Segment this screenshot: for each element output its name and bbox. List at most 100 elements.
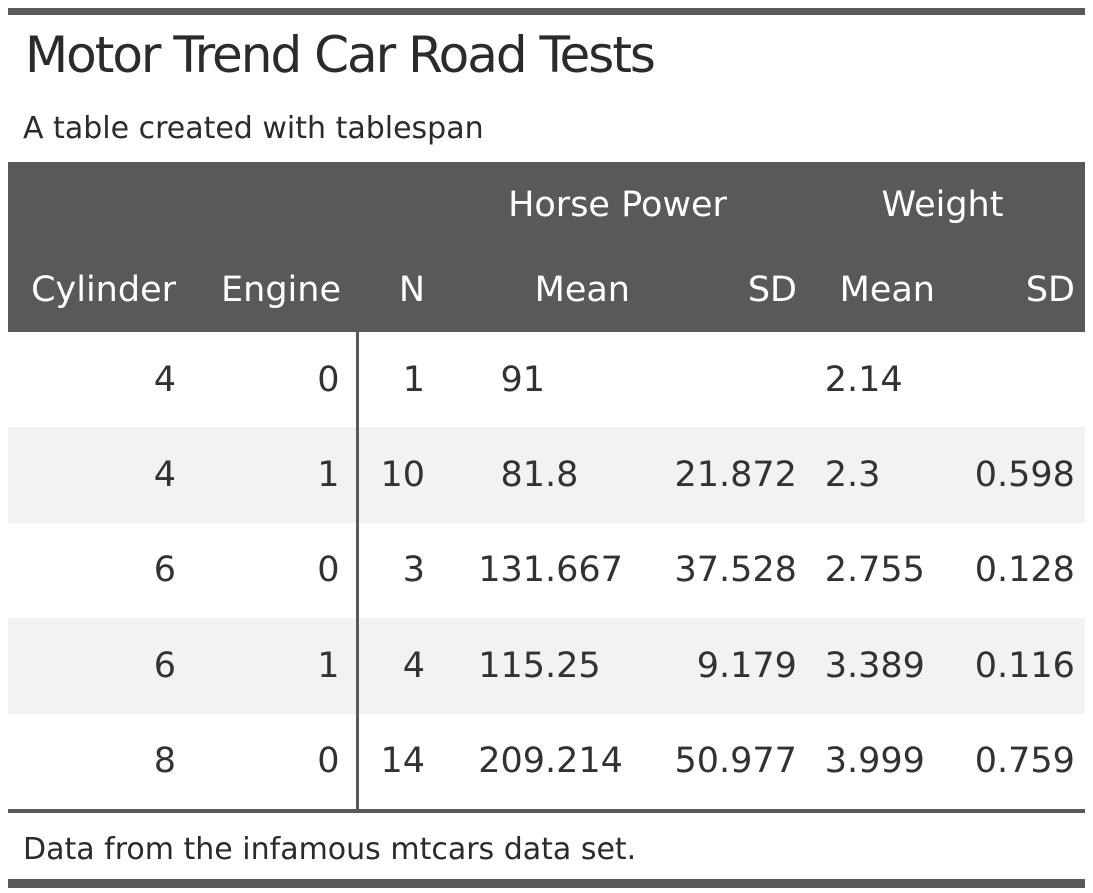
integer-part: 2	[824, 455, 847, 496]
table-header: Horse Power Weight Cylinder Engine N Mean SD M…	[8, 162, 1085, 332]
cell-n: 4	[355, 618, 435, 714]
integer-part: 0	[974, 645, 997, 686]
integer-part: 2	[824, 359, 847, 400]
integer-part: 21	[674, 455, 719, 496]
column-header-row: Cylinder Engine N Mean SD Mean SD	[8, 247, 1085, 332]
cell-engine: 0	[317, 359, 340, 400]
cell-hp_mean: 209.214	[435, 714, 635, 811]
cell-wt_sd: 0.759	[950, 714, 1085, 811]
cell-n: 3	[355, 522, 435, 619]
fraction-part: .667	[545, 550, 623, 591]
integer-part: 2	[824, 550, 847, 591]
cell-wt_sd: 0.116	[950, 618, 1085, 713]
column-header-wt_sd: SD	[950, 247, 1085, 332]
table-row: 6 1 4 115.25 9.179 3.389 0.116	[8, 618, 1085, 714]
table-title: Motor Trend Car Road Tests	[25, 26, 656, 84]
cell-cylinder: 4	[153, 359, 176, 400]
cell-hp_mean: 131.667	[435, 523, 635, 618]
fraction-part: .598	[997, 455, 1075, 496]
spanner-empty	[8, 162, 435, 247]
fraction-part: .14	[847, 359, 903, 400]
cell-engine: 1	[317, 645, 340, 686]
cell-n: 14	[355, 713, 435, 811]
cell-wt_mean: 2.3	[800, 427, 950, 522]
cell-hp_sd: 21.872	[635, 427, 800, 522]
bottom-rule	[8, 878, 1085, 888]
integer-part: 37	[674, 550, 719, 591]
fraction-part: .8	[545, 455, 579, 496]
decimal-value: 3.389	[800, 646, 935, 686]
fraction-part: .179	[719, 645, 797, 686]
column-header-hp_sd: SD	[635, 247, 800, 332]
cell-n: 10	[355, 427, 435, 523]
decimal-value: 0.116	[950, 646, 1075, 686]
decimal-value: 209.214	[435, 741, 630, 781]
cell-cylinder: 6	[153, 645, 176, 686]
cell-wt_mean: 3.389	[800, 618, 950, 713]
integer-part: 9	[696, 645, 719, 686]
cell-hp_mean: 81.8	[435, 427, 635, 522]
cell-cylinder: 6	[153, 550, 176, 591]
cell-hp_mean: 91	[435, 332, 635, 427]
cell-n: 1	[355, 332, 435, 428]
cell-wt_sd: 0.598	[950, 427, 1085, 522]
decimal-value: 9.179	[635, 646, 797, 686]
decimal-value: 115.25	[435, 646, 630, 686]
table-subtitle: A table created with tablespan	[23, 111, 484, 146]
integer-part: 81	[500, 455, 545, 496]
decimal-value: 21.872	[635, 455, 797, 495]
cell-wt_mean: 3.999	[800, 714, 950, 811]
decimal-value: 91	[435, 360, 630, 400]
decimal-value: 3.999	[800, 741, 935, 781]
decimal-value: 0.598	[950, 455, 1075, 495]
cell-cylinder: 8	[153, 741, 176, 782]
table-row: 8 0 14 209.214 50.977 3.999 0.759	[8, 713, 1085, 811]
cell-engine: 0	[317, 741, 340, 782]
fraction-part: .755	[847, 550, 925, 591]
cell-engine: 0	[317, 550, 340, 591]
fraction-part: .759	[997, 741, 1075, 782]
decimal-value: 2.755	[800, 550, 935, 590]
cell-wt_sd	[950, 332, 1085, 427]
table-row: 4 1 10 81.8 21.872 2.3 0.598	[8, 427, 1085, 523]
decimal-value: 37.528	[635, 550, 797, 590]
integer-part: 0	[974, 741, 997, 782]
integer-part: 0	[974, 550, 997, 591]
fraction-part: .3	[847, 455, 881, 496]
column-header-engine: Engine	[190, 247, 357, 332]
fraction-part: .128	[997, 550, 1075, 591]
integer-part: 91	[500, 359, 545, 400]
integer-part: 115	[478, 645, 545, 686]
table-row: 4 0 1 91 2.14	[8, 332, 1085, 428]
fraction-part: .528	[719, 550, 797, 591]
spanner-weight: Weight	[800, 162, 1085, 247]
cell-hp_sd: 50.977	[635, 714, 800, 811]
spanner-horse-power: Horse Power	[435, 162, 800, 247]
cell-wt_sd: 0.128	[950, 523, 1085, 618]
integer-part: 3	[824, 645, 847, 686]
fraction-part: .977	[719, 741, 797, 782]
decimal-value: 0.759	[950, 741, 1075, 781]
cell-hp_mean: 115.25	[435, 618, 635, 713]
fraction-part: .214	[545, 741, 623, 782]
table-footnote: Data from the infamous mtcars data set.	[23, 831, 637, 867]
cell-wt_mean: 2.755	[800, 523, 950, 618]
integer-part: 131	[478, 550, 545, 591]
integer-part: 50	[674, 741, 719, 782]
fraction-part: .116	[997, 645, 1075, 686]
cell-wt_mean: 2.14	[800, 332, 950, 427]
table-row: 6 0 3 131.667 37.528 2.755 0.128	[8, 522, 1085, 619]
table-body: 4 0 1 91 2.14 4 1 10 81.8 21.872 2.3 0.598 6 0 3 131.66…	[8, 332, 1085, 811]
cell-cylinder: 4	[153, 455, 176, 496]
column-header-n: N	[357, 247, 435, 332]
fraction-part: .999	[847, 741, 925, 782]
cell-hp_sd: 37.528	[635, 523, 800, 618]
column-header-cylinder: Cylinder	[8, 247, 190, 332]
cell-hp_sd	[635, 332, 800, 427]
decimal-value: 2.14	[800, 360, 935, 400]
fraction-part: .389	[847, 645, 925, 686]
column-header-hp_mean: Mean	[435, 247, 635, 332]
cell-hp_sd: 9.179	[635, 618, 800, 713]
integer-part: 0	[974, 455, 997, 496]
